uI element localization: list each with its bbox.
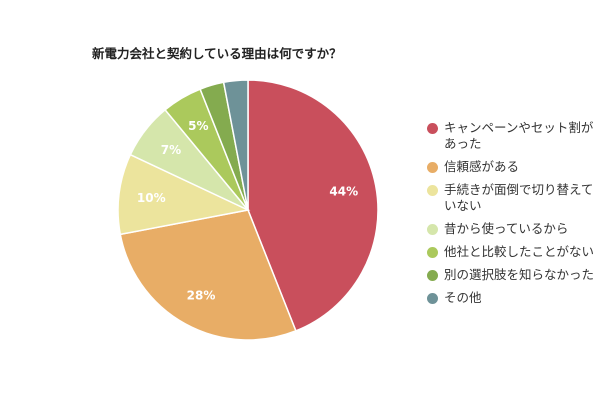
legend-item[interactable]: 昔から使っているから <box>427 221 600 237</box>
data-label-2: 28% <box>187 288 216 302</box>
legend-item[interactable]: 別の選択肢を知らなかった <box>427 267 600 283</box>
legend-swatch <box>427 292 438 304</box>
pie-slice-7 <box>222 79 249 211</box>
legend-label: 他社と比較したことがない <box>444 244 595 259</box>
chart-title: 新電力会社と契約している理由は何ですか？ <box>92 46 342 61</box>
legend-swatch <box>427 184 438 196</box>
legend-swatch <box>427 161 438 173</box>
legend: キャンペーンやセット割があった信頼感がある手続きが面倒で切り替えていない昔から使… <box>427 120 600 313</box>
legend-label: 手続きが面倒で切り替えていない <box>444 182 594 213</box>
pie-data-labels: 44% 28% 10% 7% 5% <box>137 119 358 302</box>
legend-label: 昔から使っているから <box>444 221 569 236</box>
data-label-3: 10% <box>137 191 166 205</box>
legend-swatch <box>427 246 438 258</box>
pie-slices <box>117 79 379 341</box>
legend-label: 信頼感がある <box>444 159 520 174</box>
legend-item[interactable]: その他 <box>427 290 600 306</box>
legend-label: 別の選択肢を知らなかった <box>444 267 595 282</box>
legend-label: その他 <box>444 290 482 305</box>
legend-swatch <box>427 269 438 281</box>
legend-item[interactable]: 手続きが面倒で切り替えていない <box>427 182 600 214</box>
legend-swatch <box>427 223 438 235</box>
pie-slice-1 <box>247 79 379 332</box>
legend-item[interactable]: 信頼感がある <box>427 159 600 175</box>
data-label-1: 44% <box>329 185 358 199</box>
legend-item[interactable]: 他社と比較したことがない <box>427 244 600 260</box>
legend-item[interactable]: キャンペーンやセット割があった <box>427 120 600 152</box>
data-label-5: 5% <box>188 119 208 133</box>
pie-slice-3 <box>117 153 251 236</box>
pie-slice-2 <box>119 209 297 341</box>
legend-label: キャンペーンやセット割があった <box>444 120 594 151</box>
data-label-4: 7% <box>161 143 181 157</box>
legend-swatch <box>427 122 438 134</box>
